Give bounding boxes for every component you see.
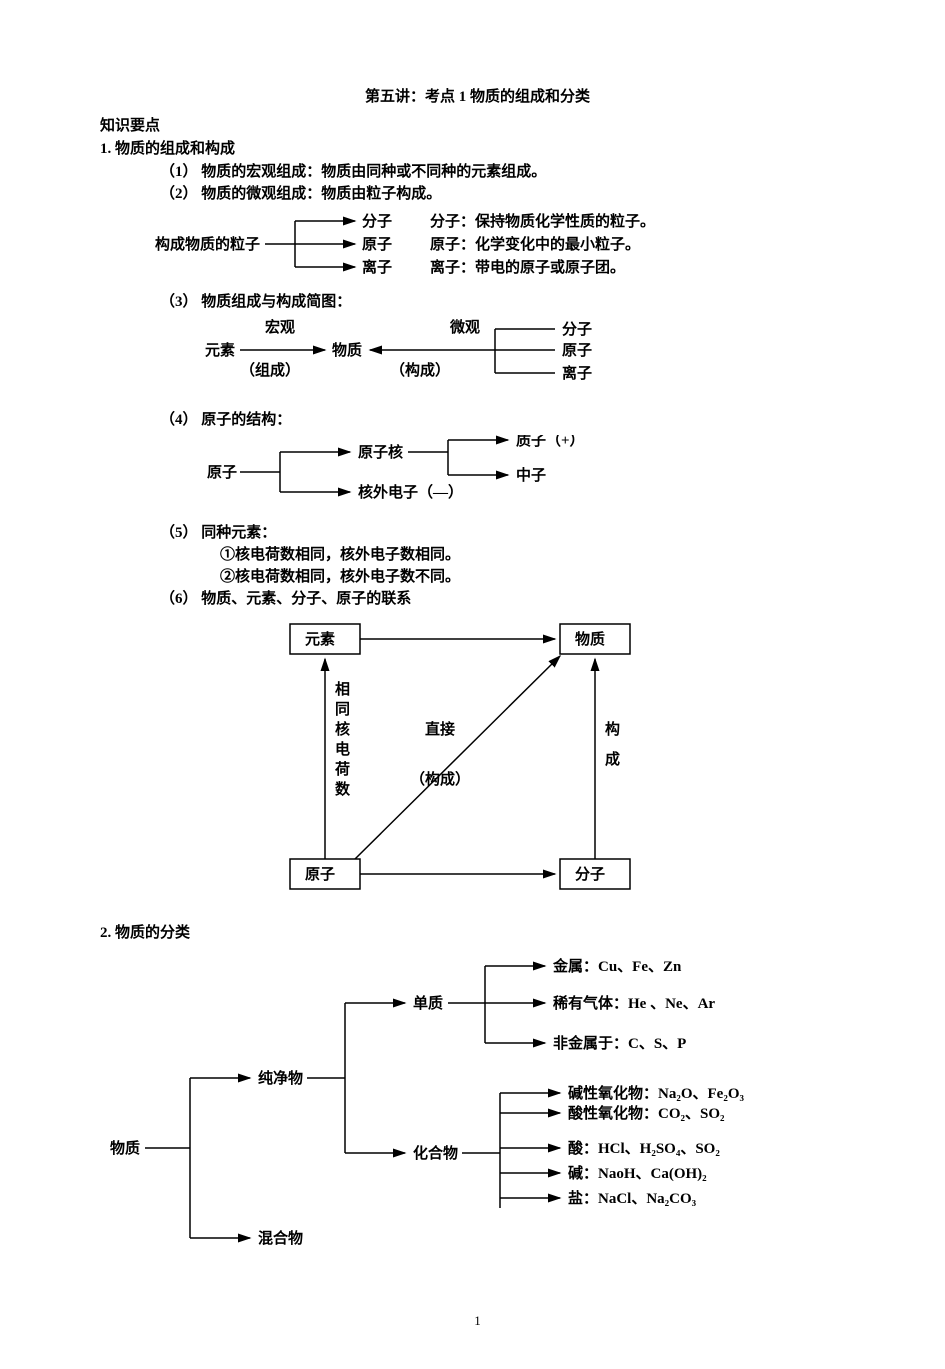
classification-diagram: 物质 纯净物 混合物 单质 化合物 金属：Cu、Fe、Zn 稀有气体：He 、N…: [100, 948, 855, 1263]
class-mix: 混合物: [258, 1229, 303, 1247]
atom-electron: 核外电子（—）: [358, 483, 463, 501]
rel-matter: 物质: [575, 630, 605, 648]
mm-atom: 原子: [562, 342, 592, 359]
class-salt: 盐：NaCl、Na₂CO₃: [568, 1189, 697, 1207]
svg-text:荷: 荷: [335, 760, 350, 778]
item-1-6: （6） 物质、元素、分子、原子的联系: [100, 587, 855, 608]
class-element: 单质: [413, 994, 443, 1012]
class-acid-oxide: 酸性氧化物：CO₂、SO₂: [568, 1104, 725, 1122]
lecture-title: 第五讲：考点 1 物质的组成和分类: [100, 85, 855, 106]
class-compound: 化合物: [413, 1144, 458, 1162]
item-1-5b: ②核电荷数相同，核外电子数不同。: [100, 565, 855, 586]
branch-ion: 离子: [362, 258, 392, 276]
kp-heading: 知识要点: [100, 114, 855, 135]
mm-molecule: 分子: [562, 321, 592, 338]
rel-atom: 原子: [305, 866, 335, 883]
atom-nucleus: 原子核: [358, 443, 403, 461]
rel-element: 元素: [305, 630, 335, 648]
item-1-3: （3） 物质组成与构成简图：: [100, 290, 855, 311]
macro-micro-diagram: 宏观 微观 元素 物质 （组成） （构成） 分子 原子 离子: [100, 317, 855, 402]
atom-neutron: 中子: [516, 466, 546, 484]
page-number: 1: [100, 1313, 855, 1329]
class-pure: 纯净物: [258, 1069, 303, 1087]
label-constitute: （构成）: [390, 361, 450, 379]
node-element: 元素: [205, 341, 235, 359]
branch-molecule: 分子: [362, 213, 392, 230]
relation-diagram: 元素 物质 原子 分子 相 同 核 电 荷 数 直接 （构成） 构 成: [100, 614, 855, 909]
label-compose: （组成）: [240, 361, 300, 379]
label-micro: 微观: [449, 318, 480, 336]
class-acid: 酸：HCl、H₂SO₄、SO₂: [568, 1139, 720, 1157]
svg-text:成: 成: [605, 750, 620, 768]
item-1-2: （2） 物质的微观组成：物质由粒子构成。: [100, 182, 855, 203]
class-noble: 稀有气体：He 、Ne、Ar: [553, 994, 715, 1012]
class-base: 碱：NaoH、Ca(OH)₂: [568, 1164, 707, 1182]
svg-text:同: 同: [335, 701, 350, 718]
particle-diagram: 构成物质的粒子 分子 原子 离子 分子：保持物质化学性质的粒子。 原子：化学变化…: [100, 209, 855, 284]
atom-proton: 质子（+）: [516, 435, 585, 449]
branch-atom: 原子: [362, 236, 392, 253]
section-1-heading: 1. 物质的组成和构成: [100, 137, 855, 158]
class-root: 物质: [110, 1139, 140, 1157]
svg-text:电: 电: [335, 740, 350, 758]
rel-molecule: 分子: [575, 866, 605, 883]
section-2-heading: 2. 物质的分类: [100, 921, 855, 942]
edge-label-constitute: （构成）: [410, 770, 470, 788]
def-atom: 原子：化学变化中的最小粒子。: [430, 235, 640, 253]
document-page: 第五讲：考点 1 物质的组成和分类 知识要点 1. 物质的组成和构成 （1） 物…: [0, 0, 945, 1369]
def-ion: 离子：带电的原子或原子团。: [430, 258, 625, 276]
particle-root: 构成物质的粒子: [155, 235, 260, 253]
item-1-4: （4） 原子的结构：: [100, 408, 855, 429]
edge-label-compose-1: 构: [605, 720, 620, 738]
class-basic-oxide: 碱性氧化物：Na₂O、Fe₂O₃: [568, 1084, 744, 1102]
atom-structure-diagram: 原子 原子核 核外电子（—） 质子（+） 中子: [100, 435, 855, 515]
svg-text:数: 数: [335, 780, 351, 798]
item-1-5: （5） 同种元素：: [100, 521, 855, 542]
edge-label-direct: 直接: [425, 720, 455, 738]
def-molecule: 分子：保持物质化学性质的粒子。: [430, 212, 655, 230]
item-1-1: （1） 物质的宏观组成：物质由同种或不同种的元素组成。: [100, 160, 855, 181]
class-metal: 金属：Cu、Fe、Zn: [552, 957, 682, 975]
item-1-5a: ①核电荷数相同，核外电子数相同。: [100, 543, 855, 564]
label-macro: 宏观: [265, 318, 295, 336]
svg-text:核: 核: [335, 720, 350, 738]
mm-ion: 离子: [562, 364, 592, 382]
node-matter: 物质: [332, 341, 362, 359]
edge-label-same-charge-1: 相: [335, 680, 350, 698]
atom-root: 原子: [207, 464, 237, 481]
class-nonmetal: 非金属于：C、S、P: [553, 1034, 686, 1052]
